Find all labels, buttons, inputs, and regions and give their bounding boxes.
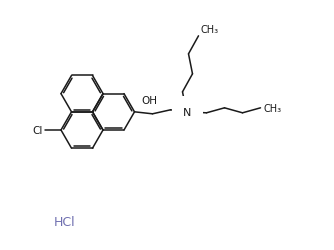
Text: N: N [183, 108, 192, 117]
Text: CH₃: CH₃ [200, 25, 219, 35]
Text: OH: OH [142, 96, 158, 106]
Text: CH₃: CH₃ [264, 104, 282, 113]
Text: HCl: HCl [54, 216, 76, 228]
Text: Cl: Cl [33, 126, 43, 136]
